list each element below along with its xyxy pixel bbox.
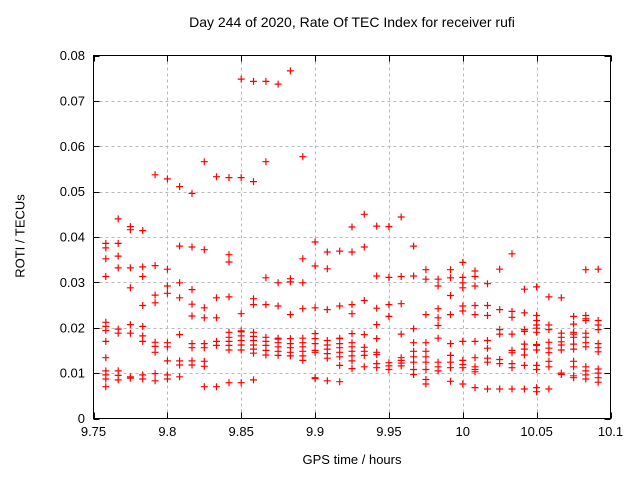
x-tick-label: 9.8 (158, 424, 176, 439)
data-points (102, 67, 602, 396)
x-tick-label: 10 (456, 424, 470, 439)
x-axis-label: GPS time / hours (302, 452, 402, 467)
y-tick-label: 0.05 (60, 184, 85, 199)
x-tick-label: 10.05 (520, 424, 553, 439)
y-tick-label: 0.04 (60, 230, 85, 245)
y-tick-label: 0 (78, 411, 85, 426)
y-tick-label: 0.07 (60, 93, 85, 108)
y-tick-label: 0.03 (60, 275, 85, 290)
y-tick-label: 0.06 (60, 139, 85, 154)
x-tick-label: 9.75 (81, 424, 106, 439)
chart-title: Day 244 of 2020, Rate Of TEC Index for r… (189, 14, 515, 30)
y-tick-label: 0.02 (60, 320, 85, 335)
y-tick-label: 0.08 (60, 48, 85, 63)
x-tick-label: 9.95 (376, 424, 401, 439)
y-tick-label: 0.01 (60, 366, 85, 381)
x-tick-label: 9.85 (229, 424, 254, 439)
x-tick-label: 9.9 (306, 424, 324, 439)
x-tick-label: 10.1 (598, 424, 623, 439)
